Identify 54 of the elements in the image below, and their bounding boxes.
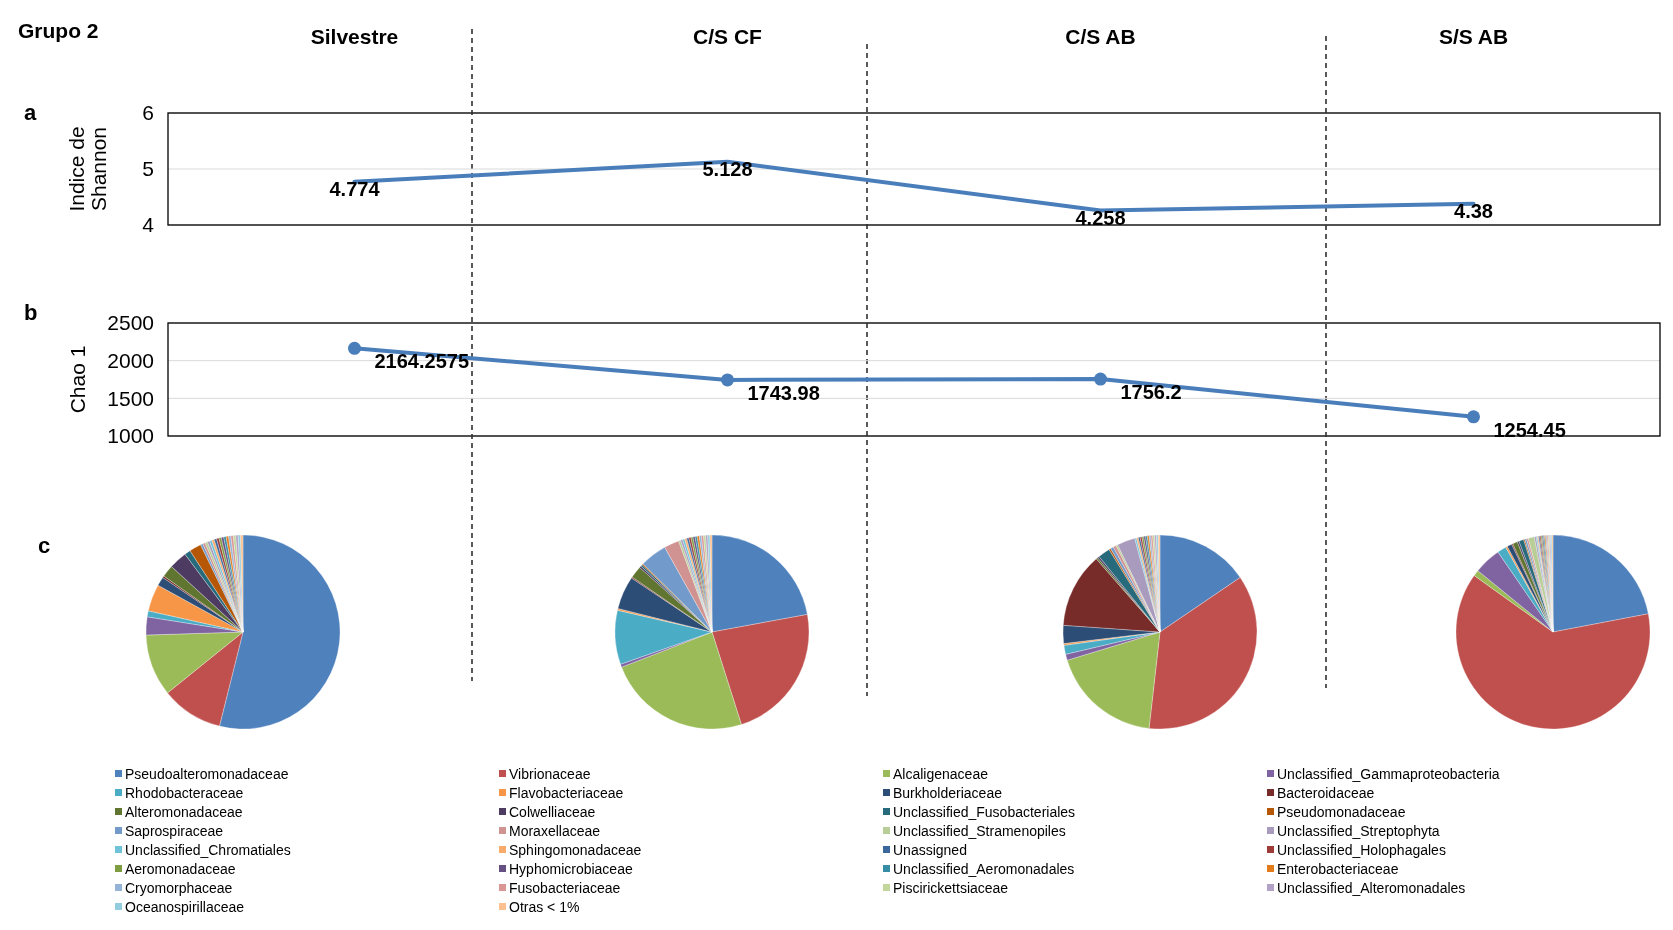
legend-label: Rhodobacteraceae <box>125 784 244 801</box>
legend-label: Unclassified_Streptophyta <box>1277 822 1440 839</box>
x-tick-label: C/S AB <box>1065 25 1136 48</box>
legend-label: Saprospiraceae <box>125 822 224 839</box>
x-tick-label: Silvestre <box>310 25 399 48</box>
legend-label: Unassigned <box>893 841 967 858</box>
legend-label: Pseudoalteromonadaceae <box>125 765 289 782</box>
y-axis-title: Indice de Shannon <box>64 126 110 212</box>
legend-label: Burkholderiaceae <box>893 784 1003 801</box>
legend-label: Unclassified_Gammaproteobacteria <box>1277 765 1500 782</box>
data-label: 1743.98 <box>747 381 820 404</box>
legend-label: Unclassified_Fusobacteriales <box>893 803 1076 820</box>
legend-label: Oceanospirillaceae <box>125 898 245 915</box>
data-label: 4.774 <box>329 177 381 200</box>
legend-label: Moraxellaceae <box>509 822 601 839</box>
legend-label: Fusobacteriaceae <box>509 879 621 896</box>
data-label: 2164.2575 <box>374 350 470 373</box>
legend-label: Bacteroidaceae <box>1277 784 1375 801</box>
x-tick-label: S/S AB <box>1438 25 1509 48</box>
y-tick-label: 1500 <box>107 386 154 410</box>
legend-label: Hyphomicrobiaceae <box>509 860 633 877</box>
legend-label: Colwelliaceae <box>509 803 596 820</box>
legend-label: Vibrionaceae <box>509 765 591 782</box>
x-tick-label: C/S CF <box>693 25 763 48</box>
legend-label: Otras < 1% <box>509 898 580 915</box>
legend-label: Enterobacteriaceae <box>1277 860 1399 877</box>
legend-label: Unclassified_Chromatiales <box>125 841 291 858</box>
data-label: 1756.2 <box>1120 381 1182 404</box>
y-tick-label: 5 <box>142 157 154 181</box>
chart-title: Grupo 2 <box>18 19 99 42</box>
y-tick-label: 2500 <box>107 311 154 335</box>
y-tick-label: 2000 <box>107 349 154 373</box>
legend-label: Pseudomonadaceae <box>1277 803 1406 820</box>
legend-label: Unclassified_Alteromonadales <box>1277 879 1466 896</box>
legend-label: Unclassified_Aeromonadales <box>893 860 1075 877</box>
legend-label: Piscirickettsiaceae <box>893 879 1009 896</box>
y-tick-label: 6 <box>142 101 154 125</box>
legend-label: Cryomorphaceae <box>125 879 233 896</box>
legend-label: Unclassified_Stramenopiles <box>893 822 1066 839</box>
legend-label: Sphingomonadaceae <box>509 841 642 858</box>
text: b <box>24 300 38 325</box>
data-label: 4.258 <box>1075 206 1126 229</box>
legend-label: Unclassified_Holophagales <box>1277 841 1446 858</box>
data-label: 4.38 <box>1454 199 1493 222</box>
data-label: 5.128 <box>702 157 753 180</box>
legend-label: Flavobacteriaceae <box>509 784 624 801</box>
legend-label: Aeromonadaceae <box>125 860 236 877</box>
legend-label: Alcaligenaceae <box>893 765 989 782</box>
y-tick-label: 1000 <box>107 424 154 448</box>
text: a <box>24 100 37 125</box>
y-axis-title: Chao 1 <box>66 345 90 414</box>
text: c <box>38 533 51 558</box>
legend-label: Alteromonadaceae <box>125 803 243 820</box>
y-tick-label: 4 <box>142 213 155 237</box>
